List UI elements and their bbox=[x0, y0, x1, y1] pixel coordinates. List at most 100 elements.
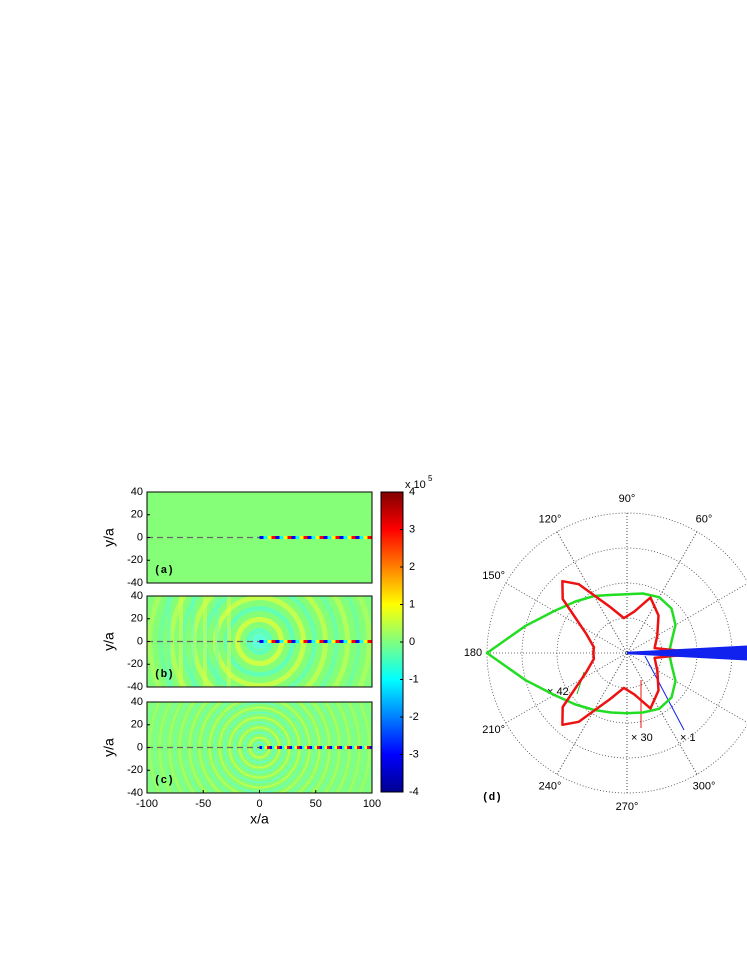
annotation: × 30 bbox=[631, 732, 653, 744]
y-tick-label: 40 bbox=[131, 590, 143, 602]
emission bbox=[259, 746, 262, 749]
emission bbox=[279, 536, 284, 539]
field-image bbox=[147, 702, 372, 793]
emission bbox=[295, 640, 300, 643]
pattern-curve bbox=[626, 645, 747, 661]
emission bbox=[319, 536, 324, 539]
emission bbox=[369, 746, 372, 749]
emission bbox=[294, 746, 297, 749]
emission bbox=[259, 640, 264, 643]
emission bbox=[291, 536, 296, 539]
emission bbox=[274, 746, 277, 749]
emission bbox=[357, 746, 360, 749]
emission bbox=[343, 536, 348, 539]
emission bbox=[264, 746, 267, 749]
emission bbox=[327, 536, 332, 539]
emission bbox=[299, 640, 304, 643]
emission bbox=[344, 746, 347, 749]
y-tick-label: 20 bbox=[131, 509, 143, 521]
panel-label: (b) bbox=[154, 669, 174, 681]
emission bbox=[315, 640, 320, 643]
emission bbox=[337, 746, 340, 749]
annotation-arrow bbox=[644, 655, 685, 731]
x-tick-label: -50 bbox=[195, 798, 211, 810]
emission bbox=[272, 746, 275, 749]
emission bbox=[287, 640, 292, 643]
y-tick-label: -20 bbox=[127, 554, 143, 566]
emission bbox=[349, 746, 352, 749]
emission bbox=[329, 746, 332, 749]
emission bbox=[339, 746, 342, 749]
emission bbox=[367, 640, 372, 643]
pattern-curve bbox=[485, 592, 677, 715]
emission bbox=[354, 746, 357, 749]
emission bbox=[291, 640, 296, 643]
emission bbox=[351, 640, 356, 643]
y-tick-label: 20 bbox=[131, 613, 143, 625]
emission bbox=[343, 640, 348, 643]
emission bbox=[284, 746, 287, 749]
y-axis-label: y/a bbox=[101, 528, 117, 547]
emission bbox=[367, 746, 370, 749]
colorbar-tick-label: 3 bbox=[409, 523, 415, 535]
emission bbox=[299, 746, 302, 749]
emission bbox=[279, 746, 282, 749]
colorbar-tick-label: 0 bbox=[409, 636, 415, 648]
emission bbox=[259, 536, 264, 539]
emission bbox=[331, 536, 336, 539]
emission bbox=[339, 536, 344, 539]
y-tick-label: 40 bbox=[131, 486, 143, 498]
panel-label: (a) bbox=[154, 565, 174, 577]
emission bbox=[271, 536, 276, 539]
emission bbox=[314, 746, 317, 749]
emission bbox=[342, 746, 345, 749]
emission bbox=[323, 536, 328, 539]
emission bbox=[307, 640, 312, 643]
y-tick-label: 0 bbox=[137, 531, 143, 543]
emission bbox=[267, 640, 272, 643]
emission bbox=[287, 746, 290, 749]
colorbar-tick-label: -3 bbox=[409, 748, 419, 760]
emission bbox=[283, 536, 288, 539]
emission bbox=[327, 746, 330, 749]
colorbar bbox=[380, 491, 404, 793]
emission bbox=[331, 640, 336, 643]
y-tick-label: -20 bbox=[127, 764, 143, 776]
emission bbox=[269, 746, 272, 749]
emission bbox=[315, 536, 320, 539]
emission bbox=[323, 640, 328, 643]
emission bbox=[289, 746, 292, 749]
emission bbox=[335, 536, 340, 539]
panel-label: (d) bbox=[482, 792, 502, 804]
emission bbox=[263, 640, 268, 643]
emission bbox=[327, 640, 332, 643]
emission bbox=[279, 640, 284, 643]
theta-tick-label: 300° bbox=[693, 780, 716, 792]
emission bbox=[363, 536, 368, 539]
y-tick-label: 20 bbox=[131, 719, 143, 731]
emission bbox=[347, 536, 352, 539]
emission bbox=[359, 640, 364, 643]
emission bbox=[263, 536, 268, 539]
theta-tick-label: 270° bbox=[616, 801, 639, 813]
emission bbox=[267, 536, 272, 539]
emission bbox=[359, 746, 362, 749]
emission bbox=[292, 746, 295, 749]
emission bbox=[319, 640, 324, 643]
colorbar-tick-label: 4 bbox=[409, 486, 415, 498]
y-axis-label: y/a bbox=[101, 738, 117, 757]
emission bbox=[352, 746, 355, 749]
theta-tick-label: 150° bbox=[482, 570, 505, 582]
emission bbox=[304, 746, 307, 749]
emission bbox=[287, 536, 292, 539]
emission bbox=[319, 746, 322, 749]
emission bbox=[309, 746, 312, 749]
emission bbox=[303, 640, 308, 643]
emission bbox=[339, 640, 344, 643]
emission bbox=[347, 640, 352, 643]
emission bbox=[367, 536, 372, 539]
emission bbox=[271, 640, 276, 643]
theta-tick-label: 120° bbox=[539, 514, 562, 526]
y-tick-label: 40 bbox=[131, 696, 143, 708]
x-axis-label: x/a bbox=[250, 811, 269, 827]
